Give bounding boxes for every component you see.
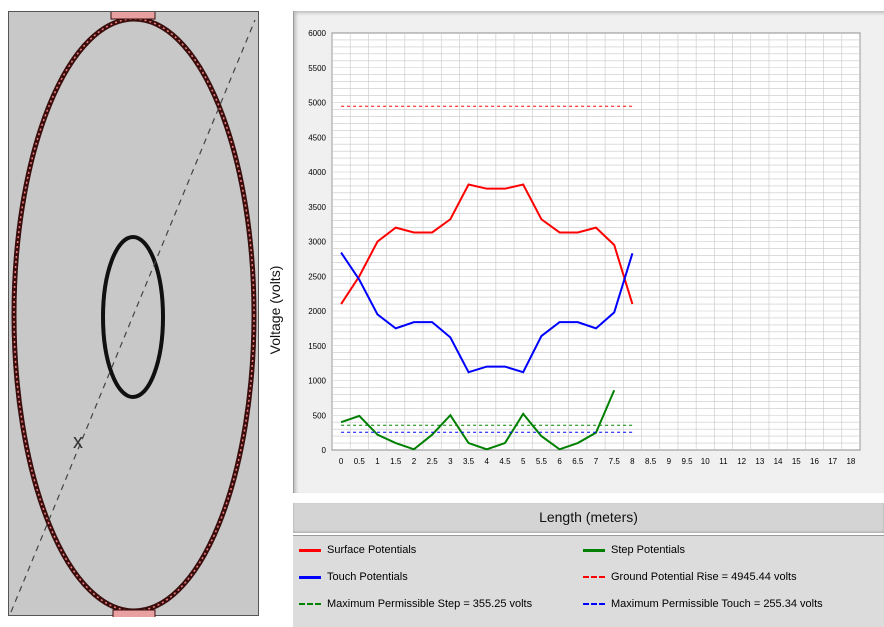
voltage-chart: 0 500 1000 1500 2000 2500 3000 3500 4000 4500 5000…	[308, 29, 861, 466]
y-tick-label: 6000	[308, 29, 326, 38]
grid-layout-panel: x	[8, 11, 259, 617]
y-axis-title-container: Voltage (volts)	[260, 210, 290, 410]
y-tick-label: 5000	[308, 99, 326, 108]
y-tick-label: 4000	[308, 168, 326, 177]
y-tick-label: 0	[322, 446, 327, 455]
x-tick-label: 1.5	[390, 457, 402, 466]
x-tick-label: 7.5	[609, 457, 621, 466]
chart-panel: 0 500 1000 1500 2000 2500 3000 3500 4000 4500 5000…	[293, 11, 884, 493]
x-tick-label: 2	[412, 457, 417, 466]
legend-item-surface: Surface Potentials	[299, 541, 416, 559]
x-tick-label: 9.5	[681, 457, 693, 466]
legend-label-max-step: Maximum Permissible Step = 355.25 volts	[327, 598, 533, 610]
x-tick-label: 14	[774, 457, 783, 466]
x-tick-label: 4	[485, 457, 490, 466]
legend-item-gpr: Ground Potential Rise = 4945.44 volts	[583, 568, 797, 586]
y-tick-label: 4500	[308, 133, 326, 142]
x-tick-label: 18	[846, 457, 855, 466]
legend-item-max-step: Maximum Permissible Step = 355.25 volts	[299, 595, 532, 613]
x-tick-label: 0.5	[354, 457, 366, 466]
legend-swatch-touch	[299, 575, 321, 579]
x-tick-label: 9	[667, 457, 672, 466]
profile-marker-x: x	[73, 431, 83, 453]
y-tick-label: 2000	[308, 307, 326, 316]
y-tick-label: 3500	[308, 203, 326, 212]
x-tick-label: 12	[737, 457, 746, 466]
chart-legend: Surface Potentials Step Potentials Touch…	[293, 535, 884, 627]
x-tick-label: 13	[755, 457, 764, 466]
legend-label-touch: Touch Potentials	[327, 571, 408, 583]
y-tick-label: 1000	[308, 377, 326, 386]
legend-label-surface: Surface Potentials	[327, 544, 417, 556]
legend-item-step: Step Potentials	[583, 541, 685, 559]
x-tick-label: 8.5	[645, 457, 657, 466]
legend-swatch-max-step	[299, 603, 321, 605]
y-tick-label: 1500	[308, 342, 326, 351]
legend-swatch-max-touch	[583, 603, 605, 605]
legend-swatch-surface	[299, 548, 321, 552]
x-tick-label: 5	[521, 457, 526, 466]
series-line	[340, 389, 616, 451]
bottom-connection-pad	[112, 609, 156, 617]
legend-swatch-gpr	[583, 576, 605, 578]
x-tick-label: 16	[810, 457, 819, 466]
x-tick-label: 17	[828, 457, 837, 466]
x-tick-label: 5.5	[536, 457, 548, 466]
series-line	[340, 183, 634, 305]
x-tick-label: 3.5	[463, 457, 475, 466]
x-tick-label: 11	[719, 457, 728, 466]
x-tick-label: 4.5	[499, 457, 511, 466]
x-tick-label: 6.5	[572, 457, 584, 466]
top-connection-pad	[110, 12, 156, 20]
x-tick-label: 1	[375, 457, 380, 466]
legend-item-max-touch: Maximum Permissible Touch = 255.34 volts	[583, 595, 823, 613]
x-tick-label: 7	[594, 457, 599, 466]
x-tick-label: 6	[557, 457, 562, 466]
x-tick-label: 15	[792, 457, 801, 466]
x-axis-title-bar: Length (meters)	[293, 503, 884, 533]
x-tick-label: 3	[448, 457, 453, 466]
legend-item-touch: Touch Potentials	[299, 568, 408, 586]
x-tick-label: 10	[701, 457, 710, 466]
x-tick-label: 8	[630, 457, 635, 466]
legend-label-gpr: Ground Potential Rise = 4945.44 volts	[611, 571, 797, 583]
legend-label-step: Step Potentials	[611, 544, 685, 556]
x-tick-label: 2.5	[427, 457, 439, 466]
profile-line	[10, 19, 256, 613]
x-axis-title: Length (meters)	[539, 509, 638, 525]
y-tick-label: 3000	[308, 238, 326, 247]
series-line	[340, 252, 634, 374]
grid-layout-diagram: x	[10, 12, 257, 617]
legend-label-max-touch: Maximum Permissible Touch = 255.34 volts	[611, 598, 823, 610]
y-axis-title: Voltage (volts)	[267, 266, 283, 355]
y-tick-label: 5500	[308, 64, 326, 73]
y-tick-label: 500	[313, 411, 327, 420]
legend-swatch-step	[583, 548, 605, 552]
y-tick-label: 2500	[308, 272, 326, 281]
x-tick-label: 0	[339, 457, 344, 466]
inner-ground-ring	[101, 235, 165, 399]
